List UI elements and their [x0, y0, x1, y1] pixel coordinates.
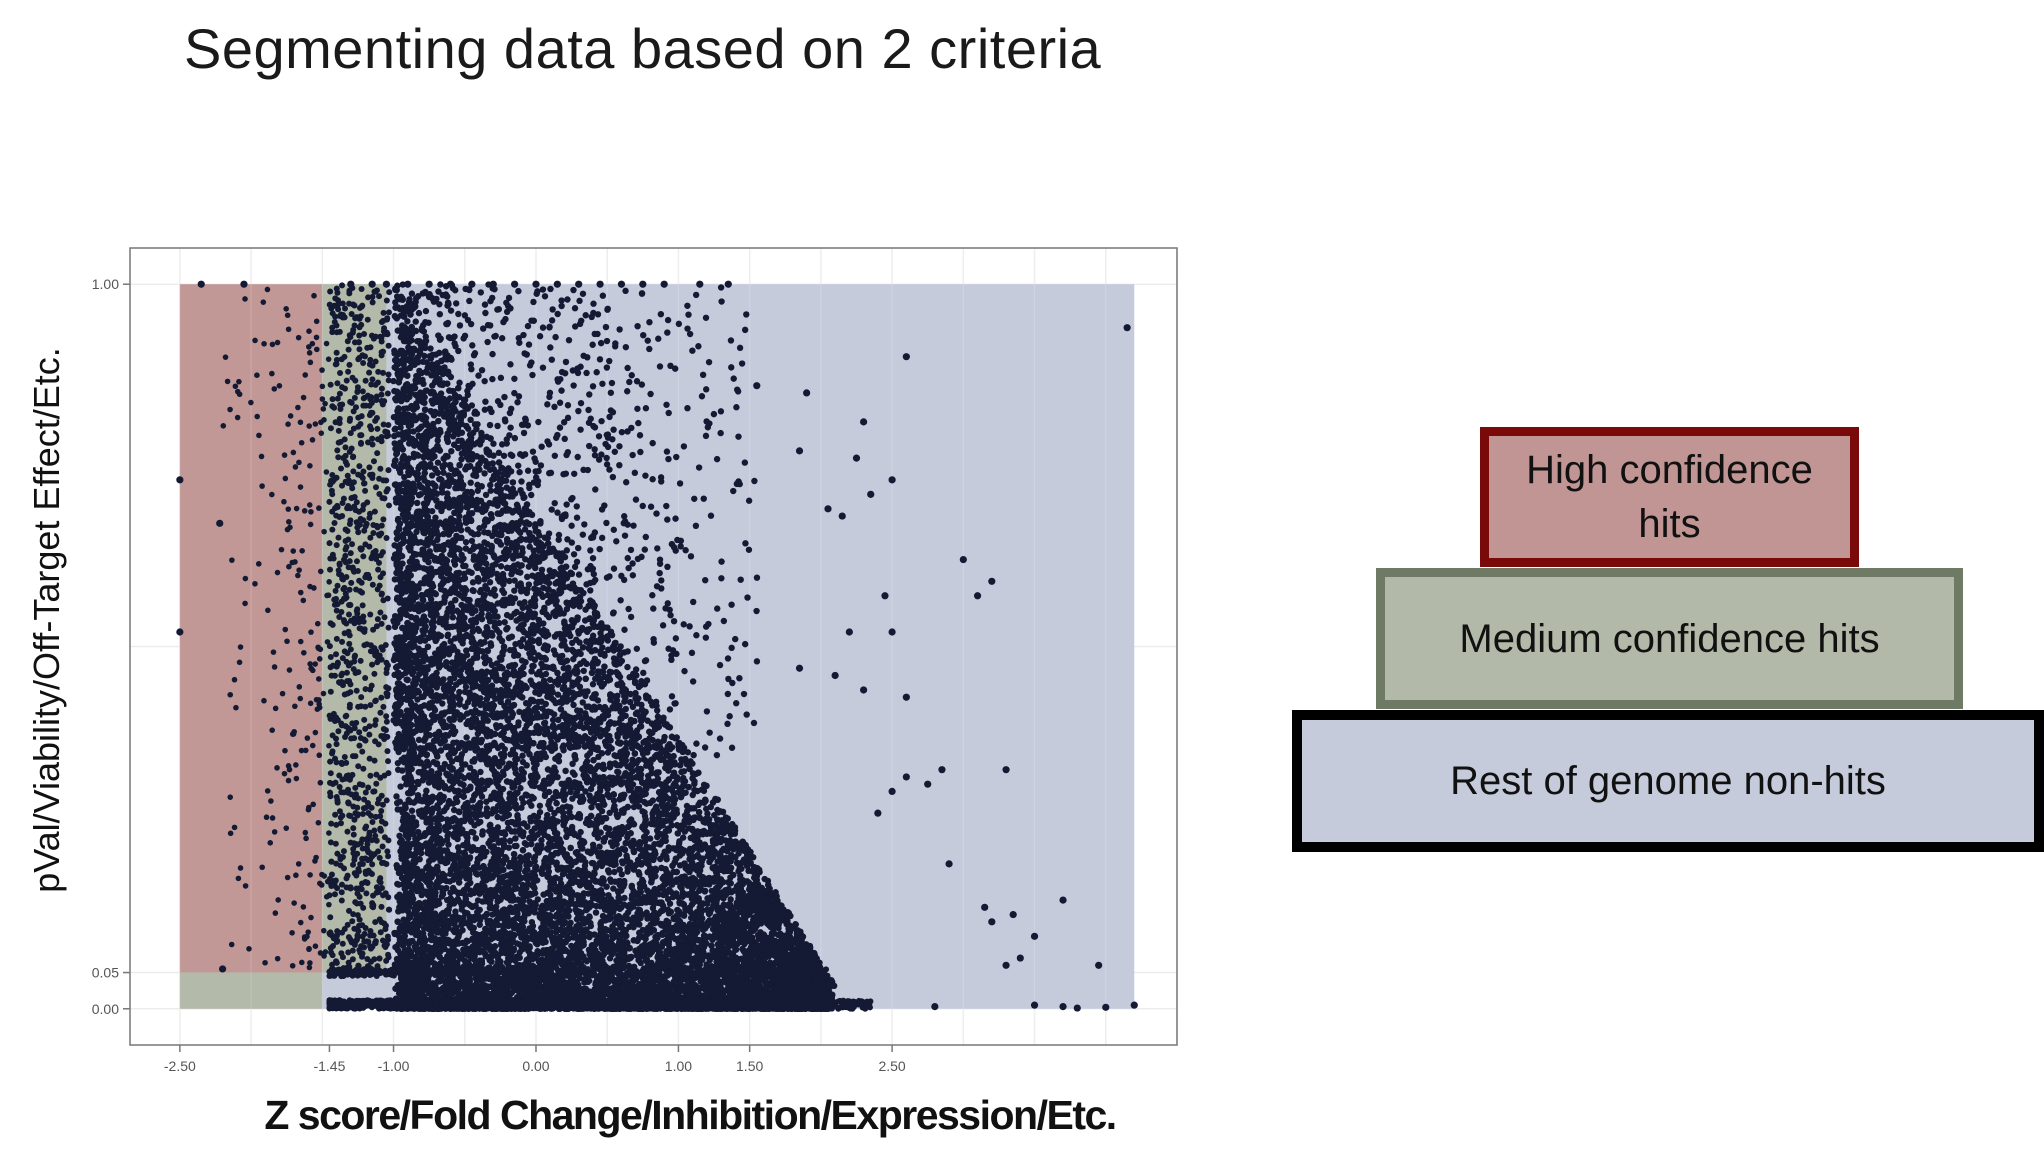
- scatter-chart: -2.50 -1.45 -1.00 0.00 1.00 1.50 2.500.000.051…: [92, 247, 1178, 1074]
- data-point: [415, 736, 423, 744]
- data-point: [397, 783, 404, 790]
- region-medium-lower: [179, 972, 323, 1009]
- point-layer: [176, 280, 1138, 1012]
- data-point: [505, 844, 513, 851]
- data-point: [412, 318, 419, 325]
- region-high: [179, 284, 323, 973]
- data-point: [654, 713, 662, 720]
- data-point: [570, 701, 577, 709]
- chart-title: Segmenting data based on 2 criteria: [184, 17, 1102, 80]
- data-point: [481, 470, 488, 477]
